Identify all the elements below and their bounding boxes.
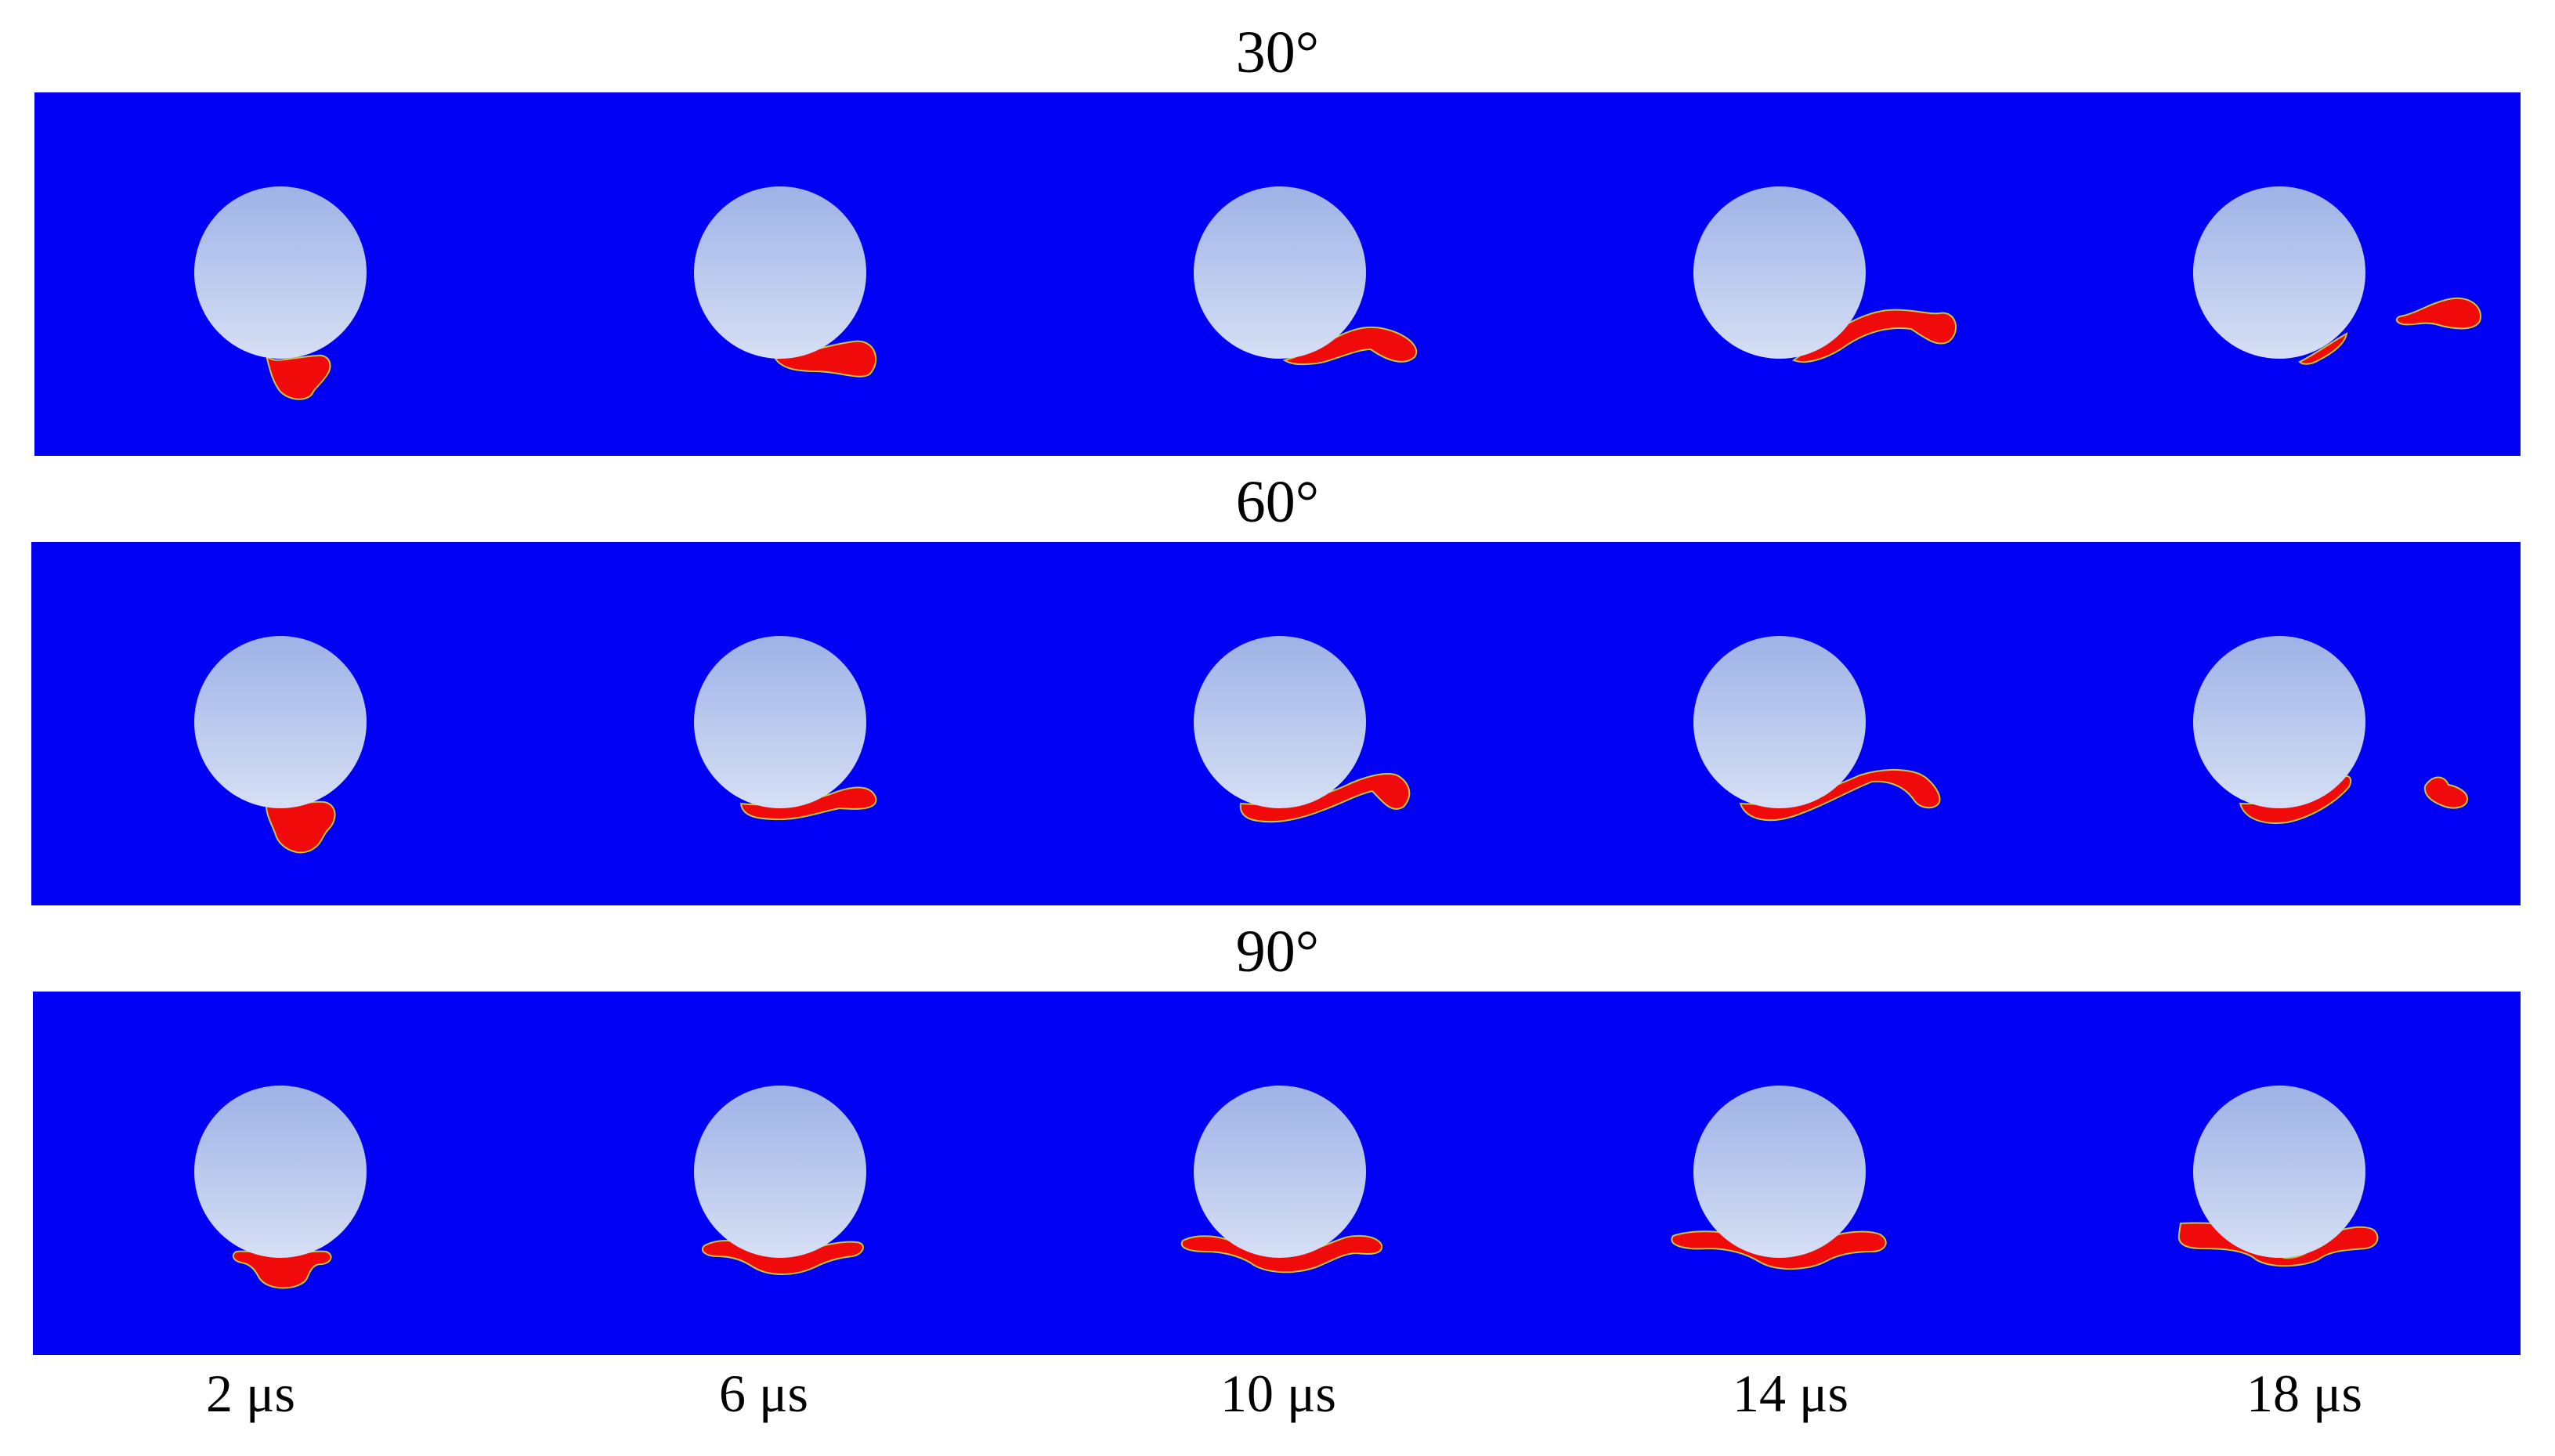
time-label-6us: 6 μs: [719, 1364, 808, 1423]
particle-90-14us: [1693, 1086, 1866, 1258]
particle-30-2us: [194, 186, 367, 359]
particle-60-14us: [1693, 636, 1866, 808]
frame-30-2us: [194, 186, 367, 400]
jet-30-14us: [1791, 309, 1957, 363]
particle-60-18us: [2193, 636, 2365, 808]
frame-30-18us: [2193, 186, 2482, 365]
frame-60-2us: [194, 636, 367, 854]
time-label-10us: 10 μs: [1220, 1364, 1336, 1423]
particle-90-18us: [2193, 1086, 2365, 1258]
jet-30-18us-droplet: [2395, 297, 2482, 330]
particle-90-10us: [1194, 1086, 1366, 1258]
frame-30-6us: [694, 186, 877, 378]
jet-30-2us: [266, 354, 331, 400]
jet-60-10us: [1239, 772, 1411, 823]
particle-90-6us: [694, 1086, 866, 1258]
particle-30-18us: [2193, 186, 2365, 359]
particle-60-6us: [694, 636, 866, 808]
frame-90-18us: [2177, 1086, 2379, 1267]
jet-60-18us-droplet: [2423, 776, 2469, 809]
particle-30-10us: [1194, 186, 1366, 359]
particle-30-6us: [694, 186, 866, 359]
particle-60-10us: [1194, 636, 1366, 808]
particle-90-2us: [194, 1086, 367, 1258]
jet-30-10us: [1282, 326, 1418, 366]
frame-60-14us: [1693, 636, 1941, 822]
frame-90-2us: [194, 1086, 367, 1289]
jet-30-18us-root: [2298, 332, 2348, 365]
frame-30-10us: [1194, 186, 1418, 366]
jet-60-2us: [265, 800, 336, 854]
jet-30-6us: [774, 340, 877, 378]
time-label-14us: 14 μs: [1733, 1364, 1848, 1423]
particle-30-14us: [1693, 186, 1866, 359]
frame-30-14us: [1693, 186, 1957, 363]
frame-90-14us: [1671, 1086, 1887, 1270]
particle-60-2us: [194, 636, 367, 808]
time-label-18us: 18 μs: [2246, 1364, 2362, 1423]
frame-60-18us: [2193, 636, 2469, 824]
frame-90-10us: [1180, 1086, 1383, 1274]
frame-60-6us: [694, 636, 877, 821]
time-label-2us: 2 μs: [206, 1364, 295, 1423]
row-title-30: 30°: [1236, 20, 1319, 85]
row-title-90: 90°: [1236, 919, 1319, 985]
frame-60-10us: [1194, 636, 1411, 823]
frame-90-6us: [694, 1086, 866, 1275]
row-title-60: 60°: [1236, 469, 1319, 535]
